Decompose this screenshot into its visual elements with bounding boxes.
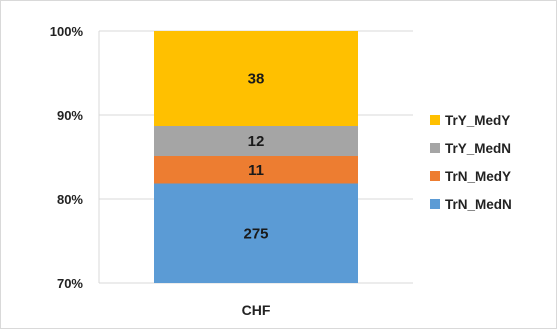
data-label: 11 [248, 162, 264, 179]
legend-entry: TrN_MedN [445, 197, 512, 212]
y-tick-label: 100% [50, 24, 84, 39]
x-tick-label: CHF [242, 302, 271, 318]
y-tick-label: 70% [57, 276, 83, 291]
y-axis: 70% 80% 90% 100% [50, 24, 100, 291]
y-tick-label: 90% [57, 108, 83, 123]
x-axis: CHF [242, 302, 271, 318]
legend: TrY_MedY TrY_MedN TrN_MedY TrN_MedN [430, 113, 512, 212]
legend-entry: TrN_MedY [445, 169, 511, 184]
data-label: 38 [248, 71, 265, 88]
legend-swatch [430, 171, 440, 181]
data-label: 12 [248, 133, 265, 150]
data-label: 275 [243, 225, 268, 242]
legend-swatch [430, 143, 440, 153]
y-tick-label: 80% [57, 192, 83, 207]
bar-segment-trn-medn [154, 183, 358, 283]
legend-entry: TrY_MedN [445, 141, 511, 156]
legend-swatch [430, 115, 440, 125]
bar-segment-try-medn [154, 126, 358, 156]
legend-entry: TrY_MedY [445, 113, 510, 128]
bar-segments [154, 31, 358, 283]
bar-segment-trn-medy [154, 156, 358, 184]
data-labels: 275 11 12 38 [243, 71, 268, 243]
legend-swatch [430, 199, 440, 209]
bar-segment-try-medy [154, 31, 358, 126]
